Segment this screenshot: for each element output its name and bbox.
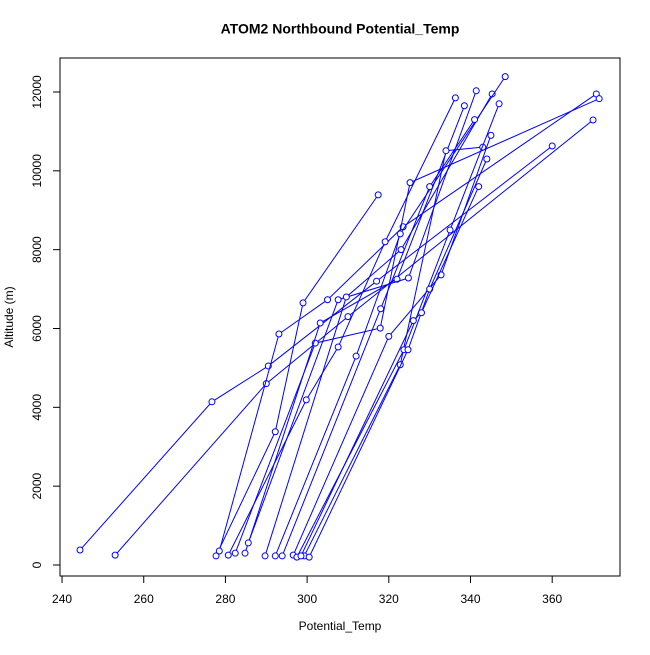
series-line bbox=[281, 119, 476, 557]
x-tick-label: 320 bbox=[379, 592, 399, 606]
x-tick-label: 300 bbox=[297, 592, 317, 606]
point bbox=[374, 191, 382, 199]
point bbox=[271, 428, 279, 436]
point bbox=[406, 179, 414, 187]
y-tick-label: 10000 bbox=[30, 154, 44, 188]
point bbox=[396, 230, 404, 238]
y-tick-label: 0 bbox=[30, 561, 44, 568]
x-tick-label: 280 bbox=[215, 592, 235, 606]
point bbox=[299, 299, 307, 307]
point bbox=[76, 546, 84, 554]
point bbox=[377, 305, 385, 313]
series-line bbox=[227, 97, 456, 556]
point bbox=[595, 95, 603, 103]
series-line bbox=[308, 158, 488, 558]
y-tick-label: 6000 bbox=[30, 315, 44, 342]
point bbox=[426, 183, 434, 191]
point bbox=[261, 552, 269, 560]
y-axis-label: Altitude (m) bbox=[2, 286, 16, 347]
point bbox=[111, 551, 119, 559]
point bbox=[352, 352, 360, 360]
y-tick-label: 8000 bbox=[30, 236, 44, 263]
x-tick-label: 360 bbox=[542, 592, 562, 606]
series-line bbox=[79, 145, 553, 551]
point bbox=[451, 94, 459, 102]
point bbox=[460, 102, 468, 110]
point bbox=[417, 309, 425, 317]
series-line bbox=[274, 76, 506, 557]
point bbox=[501, 73, 509, 81]
x-tick-label: 340 bbox=[460, 592, 480, 606]
chart-title: ATOM2 Northbound Potential_Temp bbox=[221, 21, 460, 37]
point bbox=[342, 293, 350, 301]
point bbox=[212, 552, 220, 560]
point bbox=[224, 551, 232, 559]
point bbox=[404, 274, 412, 282]
series-line bbox=[303, 146, 483, 557]
point bbox=[381, 238, 389, 246]
point bbox=[278, 552, 286, 560]
point bbox=[409, 317, 417, 325]
series-line bbox=[114, 119, 594, 556]
point bbox=[271, 552, 279, 560]
x-axis-label: Potential_Temp bbox=[299, 619, 382, 633]
point bbox=[404, 346, 412, 354]
point bbox=[472, 87, 480, 95]
point bbox=[231, 549, 239, 557]
plot-frame bbox=[59, 57, 621, 577]
point bbox=[475, 183, 483, 191]
point bbox=[334, 296, 342, 304]
point bbox=[471, 116, 479, 124]
point bbox=[275, 330, 283, 338]
point bbox=[215, 547, 223, 555]
point bbox=[385, 332, 393, 340]
point bbox=[483, 155, 491, 163]
point bbox=[208, 398, 216, 406]
point bbox=[241, 549, 249, 557]
point bbox=[376, 324, 384, 332]
point bbox=[344, 313, 352, 321]
series-line bbox=[247, 90, 477, 544]
series-line bbox=[292, 135, 492, 556]
y-tick-label: 4000 bbox=[30, 394, 44, 421]
series-line bbox=[244, 105, 465, 554]
point bbox=[305, 553, 313, 561]
point bbox=[548, 142, 556, 150]
series-line bbox=[264, 93, 493, 557]
point bbox=[324, 296, 332, 304]
point bbox=[334, 343, 342, 351]
series-line bbox=[300, 186, 480, 557]
point bbox=[589, 116, 597, 124]
point bbox=[446, 226, 454, 234]
point bbox=[495, 100, 503, 108]
point bbox=[302, 396, 310, 404]
point bbox=[442, 147, 450, 155]
y-tick-label: 12000 bbox=[30, 75, 44, 109]
point bbox=[244, 539, 252, 547]
y-tick-label: 2000 bbox=[30, 472, 44, 499]
x-tick-label: 260 bbox=[134, 592, 154, 606]
x-tick-label: 240 bbox=[52, 592, 72, 606]
point bbox=[373, 277, 381, 285]
series-line bbox=[215, 194, 379, 557]
point bbox=[297, 552, 305, 560]
point bbox=[316, 319, 324, 327]
point bbox=[487, 131, 495, 139]
